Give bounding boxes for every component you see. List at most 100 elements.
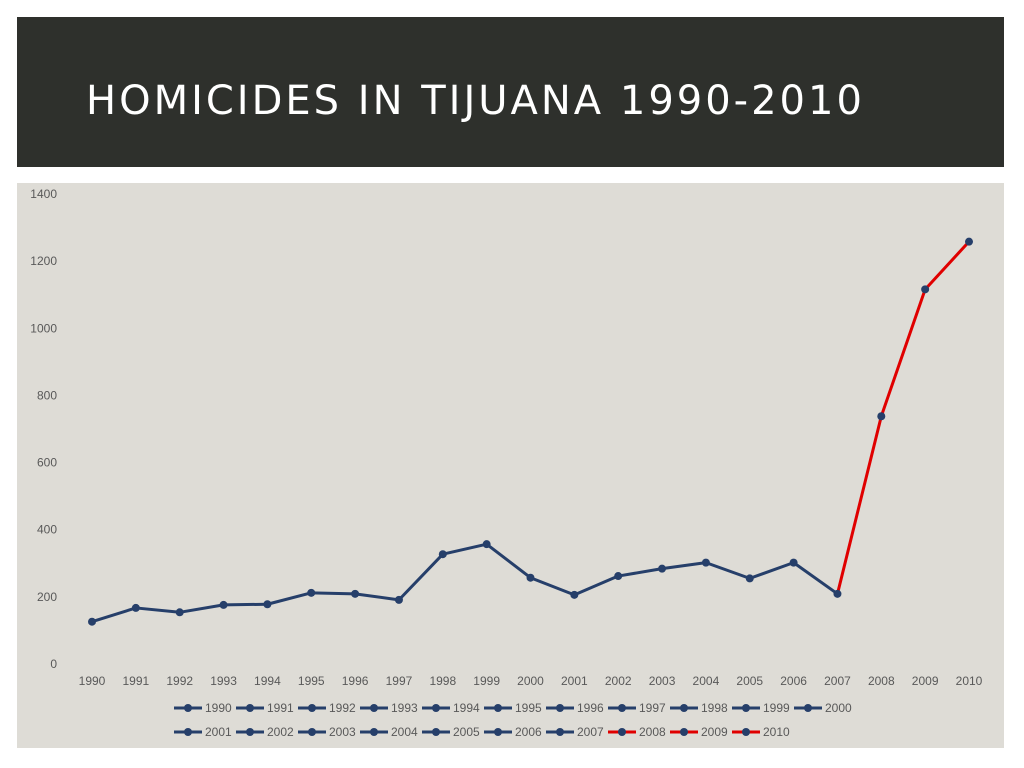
line-segment xyxy=(923,240,971,291)
legend-entry: 1991 xyxy=(267,701,294,715)
legend-entry: 2007 xyxy=(577,725,604,739)
legend-point-marker xyxy=(432,728,440,736)
x-tick-label: 2000 xyxy=(517,674,544,688)
legend-point-marker xyxy=(370,704,378,712)
x-tick-label: 1998 xyxy=(429,674,456,688)
legend-entry: 1992 xyxy=(329,701,356,715)
legend-entry: 2008 xyxy=(639,725,666,739)
data-point-1994 xyxy=(263,600,272,609)
x-tick-label: 2010 xyxy=(956,674,983,688)
legend-point-marker xyxy=(494,704,502,712)
legend-point-marker xyxy=(680,728,688,736)
x-tick-label: 1994 xyxy=(254,674,281,688)
legend-point-marker xyxy=(494,728,502,736)
line-segment xyxy=(134,606,182,614)
line-segment xyxy=(265,591,313,606)
line-segment xyxy=(529,576,576,597)
line-segment xyxy=(704,561,752,580)
legend-point-marker xyxy=(680,704,688,712)
legend-entry: 2010 xyxy=(763,725,790,739)
data-point-1997 xyxy=(394,595,403,604)
legend-entry: 1997 xyxy=(639,701,666,715)
x-tick-label: 1997 xyxy=(386,674,413,688)
data-point-2000 xyxy=(526,573,535,582)
line-segment xyxy=(178,603,226,614)
data-point-1996 xyxy=(351,589,360,598)
x-tick-label: 2008 xyxy=(868,674,895,688)
legend-entry: 1996 xyxy=(577,701,604,715)
data-point-2008 xyxy=(877,412,886,421)
x-tick-label: 2002 xyxy=(605,674,632,688)
x-tick-label: 1995 xyxy=(298,674,325,688)
legend-point-marker xyxy=(308,728,316,736)
x-tick-label: 2004 xyxy=(693,674,720,688)
data-point-1993 xyxy=(219,600,228,609)
data-point-2007 xyxy=(833,589,842,598)
data-point-2004 xyxy=(701,558,710,567)
x-tick-label: 1992 xyxy=(166,674,193,688)
data-point-1995 xyxy=(307,588,316,597)
slide-title: HOMICIDES IN TIJUANA 1990-2010 xyxy=(86,78,865,124)
line-segment xyxy=(792,561,839,596)
legend-entry: 2009 xyxy=(701,725,728,739)
x-tick-label: 2006 xyxy=(780,674,807,688)
legend-point-marker xyxy=(556,704,564,712)
data-point-1991 xyxy=(131,603,140,612)
x-tick-label: 1996 xyxy=(342,674,369,688)
legend-point-marker xyxy=(184,728,192,736)
line-segment xyxy=(485,542,532,580)
x-tick-label: 2003 xyxy=(649,674,676,688)
legend-entry: 2002 xyxy=(267,725,294,739)
x-tick-label: 2007 xyxy=(824,674,851,688)
legend-point-marker xyxy=(246,728,254,736)
x-tick-label: 1990 xyxy=(79,674,106,688)
line-segment xyxy=(222,602,269,607)
line-segment xyxy=(353,592,401,602)
line-segment xyxy=(90,606,138,624)
chart-panel xyxy=(17,183,1004,748)
x-tick-label: 2001 xyxy=(561,674,588,688)
legend-point-marker xyxy=(556,728,564,736)
y-tick-label: 1400 xyxy=(30,187,57,201)
y-tick-label: 200 xyxy=(37,590,57,604)
legend-point-marker xyxy=(618,704,626,712)
legend-point-marker xyxy=(432,704,440,712)
line-segment xyxy=(835,414,883,596)
y-tick-label: 1000 xyxy=(30,321,57,335)
line-segment xyxy=(660,561,708,571)
legend-entry: 1990 xyxy=(205,701,232,715)
line-segment xyxy=(397,552,445,602)
data-point-2010 xyxy=(965,237,973,246)
data-point-2003 xyxy=(658,564,667,573)
legend-entry: 1993 xyxy=(391,701,418,715)
title-bar xyxy=(17,17,1004,167)
data-point-2006 xyxy=(789,558,798,567)
legend-entry: 1998 xyxy=(701,701,728,715)
x-axis: 1990 1991 1992 1993 1994 1995 1996 1997 1998 1999… xyxy=(79,674,983,688)
line-segment xyxy=(309,591,357,596)
legend-entry: 1999 xyxy=(763,701,790,715)
legend-point-marker xyxy=(742,728,750,736)
y-tick-label: 0 xyxy=(50,657,57,671)
x-tick-label: 1993 xyxy=(210,674,237,688)
legend-entry: 1994 xyxy=(453,701,480,715)
y-tick-label: 1200 xyxy=(30,254,57,268)
legend-entry: 2006 xyxy=(515,725,542,739)
series-points xyxy=(88,237,973,626)
legend-entry: 1995 xyxy=(515,701,542,715)
legend-entry: 2005 xyxy=(453,725,480,739)
x-tick-label: 2009 xyxy=(912,674,939,688)
data-point-1992 xyxy=(175,608,184,617)
y-tick-label: 400 xyxy=(37,523,57,537)
legend-point-marker xyxy=(370,728,378,736)
legend: 1990 1991 1992 1993 1994 1995 1996 1997 1998 1999… xyxy=(174,701,852,739)
y-axis: 0 200 400 600 800 1000 1200 1400 xyxy=(30,187,57,671)
data-point-2002 xyxy=(614,572,623,581)
legend-entry: 2000 xyxy=(825,701,852,715)
line-segment xyxy=(616,567,664,578)
line-segment xyxy=(748,561,796,580)
data-point-1990 xyxy=(88,617,96,626)
data-point-1999 xyxy=(482,540,491,549)
data-point-1998 xyxy=(438,550,447,559)
